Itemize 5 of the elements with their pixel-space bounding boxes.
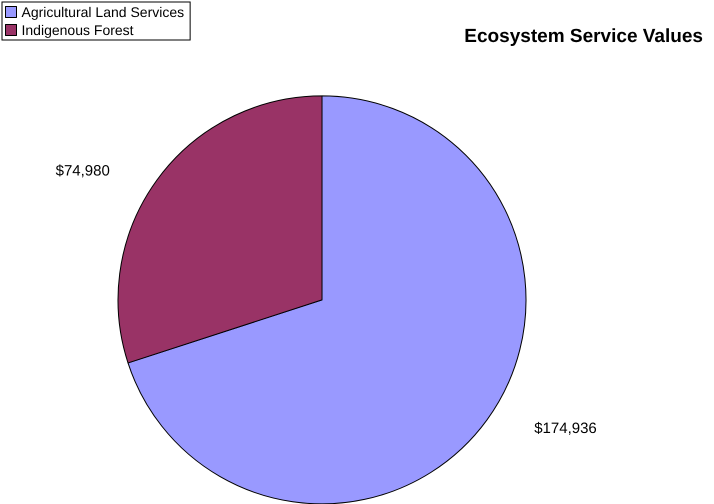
legend-label: Agricultural Land Services	[22, 4, 184, 20]
legend-label: Indigenous Forest	[22, 22, 134, 38]
data-label: $74,980	[56, 162, 110, 180]
text: Ecosystem Service Values	[464, 26, 704, 47]
data-label: $174,936	[534, 420, 597, 438]
